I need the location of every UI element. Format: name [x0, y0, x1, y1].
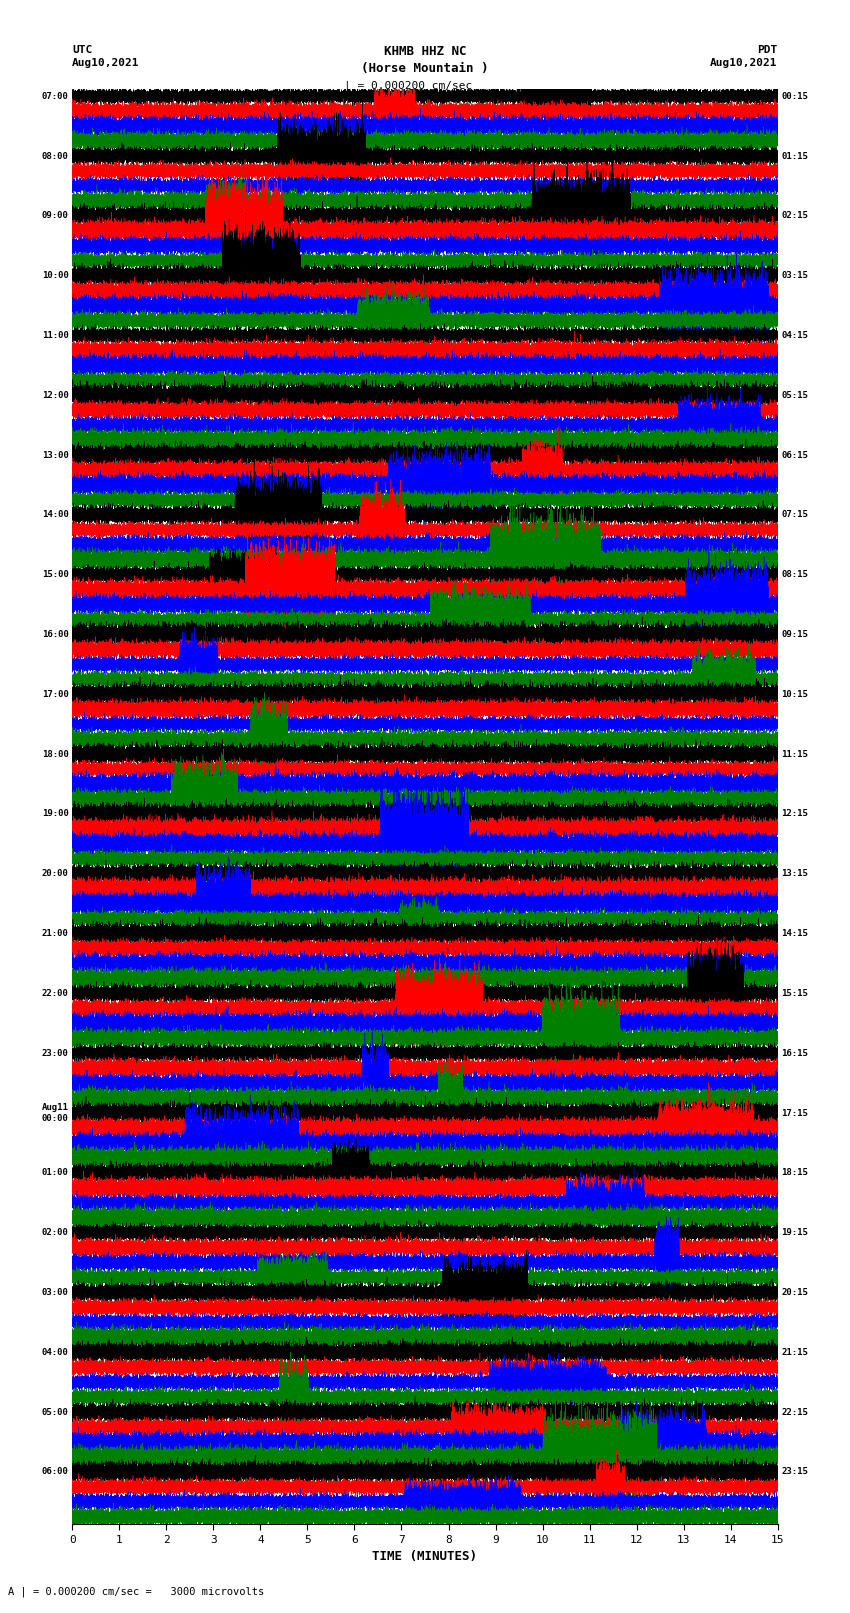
Text: 14:00: 14:00	[42, 510, 69, 519]
Text: 19:15: 19:15	[781, 1227, 808, 1237]
Text: 20:00: 20:00	[42, 869, 69, 879]
Text: 04:15: 04:15	[781, 331, 808, 340]
Text: 23:15: 23:15	[781, 1468, 808, 1476]
Text: 14:15: 14:15	[781, 929, 808, 939]
Text: 11:15: 11:15	[781, 750, 808, 758]
Text: 20:15: 20:15	[781, 1289, 808, 1297]
Text: 18:00: 18:00	[42, 750, 69, 758]
Text: 21:00: 21:00	[42, 929, 69, 939]
Text: 03:15: 03:15	[781, 271, 808, 281]
Text: UTC
Aug10,2021: UTC Aug10,2021	[72, 45, 139, 68]
Text: 16:15: 16:15	[781, 1048, 808, 1058]
Text: 09:00: 09:00	[42, 211, 69, 221]
Text: 22:00: 22:00	[42, 989, 69, 998]
Text: 02:15: 02:15	[781, 211, 808, 221]
Text: 08:15: 08:15	[781, 571, 808, 579]
Text: 06:15: 06:15	[781, 450, 808, 460]
Text: 16:00: 16:00	[42, 631, 69, 639]
Text: 05:00: 05:00	[42, 1408, 69, 1416]
Text: 12:00: 12:00	[42, 390, 69, 400]
Text: 19:00: 19:00	[42, 810, 69, 818]
Text: 11:00: 11:00	[42, 331, 69, 340]
Text: 06:00: 06:00	[42, 1468, 69, 1476]
Text: 04:00: 04:00	[42, 1348, 69, 1357]
Text: 21:15: 21:15	[781, 1348, 808, 1357]
Text: 03:00: 03:00	[42, 1289, 69, 1297]
Text: 00:15: 00:15	[781, 92, 808, 100]
Text: 07:15: 07:15	[781, 510, 808, 519]
X-axis label: TIME (MINUTES): TIME (MINUTES)	[372, 1550, 478, 1563]
Text: 01:15: 01:15	[781, 152, 808, 161]
Text: PDT
Aug10,2021: PDT Aug10,2021	[711, 45, 778, 68]
Text: 07:00: 07:00	[42, 92, 69, 100]
Text: 15:00: 15:00	[42, 571, 69, 579]
Text: 17:15: 17:15	[781, 1108, 808, 1118]
Text: 05:15: 05:15	[781, 390, 808, 400]
Text: A | = 0.000200 cm/sec =   3000 microvolts: A | = 0.000200 cm/sec = 3000 microvolts	[8, 1586, 264, 1597]
Text: 13:15: 13:15	[781, 869, 808, 879]
Text: 17:00: 17:00	[42, 690, 69, 698]
Text: KHMB HHZ NC
(Horse Mountain ): KHMB HHZ NC (Horse Mountain )	[361, 45, 489, 76]
Text: 15:15: 15:15	[781, 989, 808, 998]
Text: 23:00: 23:00	[42, 1048, 69, 1058]
Text: 08:00: 08:00	[42, 152, 69, 161]
Text: 22:15: 22:15	[781, 1408, 808, 1416]
Text: 09:15: 09:15	[781, 631, 808, 639]
Text: Aug11
00:00: Aug11 00:00	[42, 1103, 69, 1123]
Text: 01:00: 01:00	[42, 1168, 69, 1177]
Text: | = 0.000200 cm/sec: | = 0.000200 cm/sec	[344, 81, 472, 92]
Text: 10:15: 10:15	[781, 690, 808, 698]
Text: 02:00: 02:00	[42, 1227, 69, 1237]
Text: 13:00: 13:00	[42, 450, 69, 460]
Text: 12:15: 12:15	[781, 810, 808, 818]
Text: 10:00: 10:00	[42, 271, 69, 281]
Text: 18:15: 18:15	[781, 1168, 808, 1177]
